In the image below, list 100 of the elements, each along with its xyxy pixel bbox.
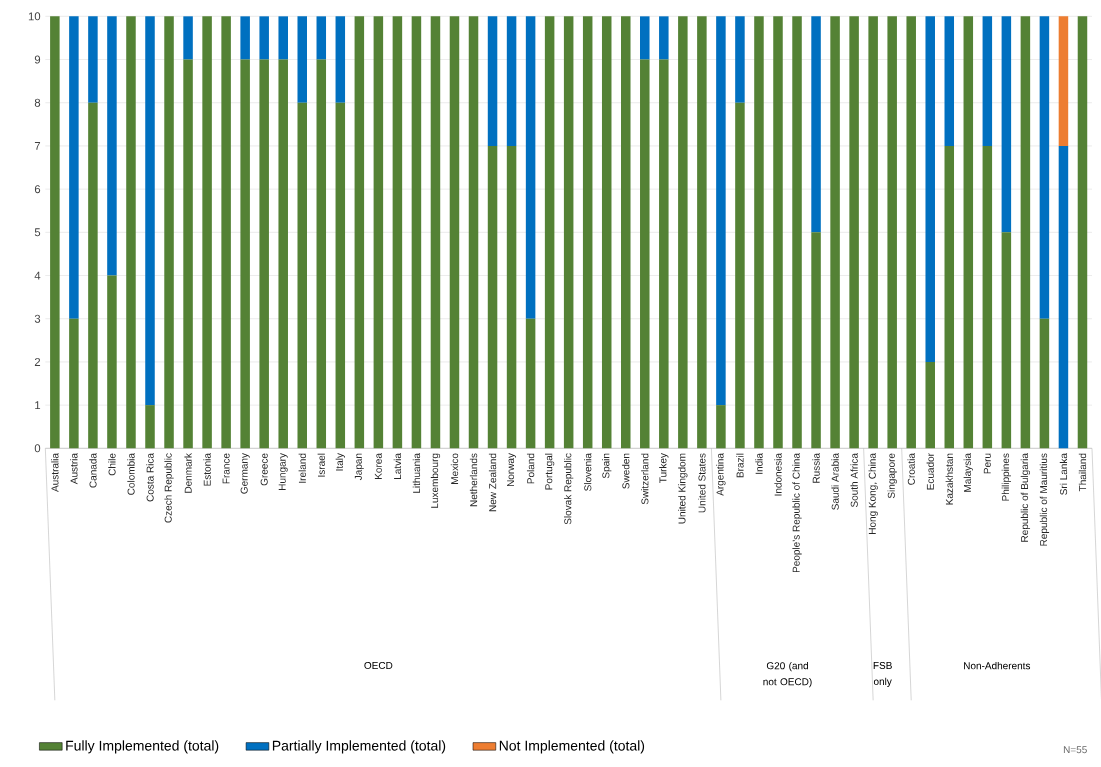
y-tick-label: 4 — [34, 271, 41, 280]
x-tick-label: Canada — [89, 453, 97, 488]
legend-label: Partially Implemented (total) — [272, 740, 446, 754]
y-tick-label: 6 — [34, 185, 41, 194]
legend-label: Not Implemented (total) — [499, 740, 645, 754]
bar — [1058, 16, 1069, 146]
bar — [392, 16, 403, 449]
text: FSB only — [873, 661, 892, 687]
x-tick-label: Mexico — [450, 453, 459, 484]
bar — [278, 59, 288, 449]
bar — [621, 16, 631, 449]
bar — [963, 16, 974, 449]
x-tick-label: Hong Kong, China — [868, 453, 878, 534]
x-tick-label: Ecuador — [926, 453, 934, 490]
bar — [1039, 318, 1050, 449]
bar — [887, 16, 897, 449]
x-tick-label: Republic of Bulgaria — [1020, 453, 1031, 542]
bar — [716, 405, 726, 449]
x-tick-label: Hungary — [278, 453, 288, 491]
bar — [1020, 16, 1031, 449]
x-tick-label: Croatia — [907, 453, 915, 485]
bar — [411, 16, 422, 449]
x-tick-label: Czech Republic — [164, 453, 174, 523]
x-tick-label: Israel — [317, 453, 325, 477]
bar — [145, 405, 155, 449]
bar — [88, 102, 98, 449]
bar — [1077, 16, 1088, 449]
bar — [88, 16, 98, 103]
bar — [468, 16, 479, 449]
x-tick-label: Russia — [812, 453, 820, 483]
y-tick-label: 2 — [34, 357, 41, 366]
bar — [811, 232, 821, 449]
bar — [506, 16, 517, 146]
bar — [525, 16, 536, 319]
bar — [754, 16, 764, 449]
x-tick-label: Austria — [70, 453, 78, 485]
x-tick-label: Kazakhstan — [945, 453, 953, 505]
y-tick-label: 10 — [28, 12, 41, 21]
bar — [678, 16, 688, 449]
text: N=55 — [1063, 746, 1087, 754]
bar — [316, 16, 327, 60]
y-tick-label: 0 — [34, 444, 41, 453]
y-tick-label: 1 — [35, 401, 41, 410]
bar — [240, 16, 250, 60]
x-tick-label: Sri Lanka — [1059, 453, 1068, 495]
x-tick-label: Australia — [51, 453, 59, 492]
bar — [259, 59, 269, 449]
bar — [183, 59, 193, 449]
bar — [773, 16, 783, 449]
bar — [240, 59, 250, 449]
bar — [849, 16, 859, 449]
bar — [145, 16, 155, 406]
x-tick-label: Italy — [335, 453, 345, 471]
bar — [107, 275, 117, 449]
bar — [373, 16, 384, 449]
x-tick-label: Ireland — [298, 453, 306, 483]
x-tick-label: Poland — [526, 453, 535, 484]
bar — [925, 16, 935, 362]
bar — [563, 16, 574, 449]
bar — [716, 16, 726, 406]
bar — [126, 16, 136, 449]
bar — [868, 16, 878, 449]
x-tick-label: Republic of Mauritius — [1039, 453, 1050, 546]
bar — [316, 59, 327, 449]
bar — [944, 16, 955, 146]
x-tick-label: Costa Rica — [146, 453, 154, 502]
bar — [1039, 16, 1050, 319]
x-tick-label: Indonesia — [774, 453, 782, 496]
x-tick-label: New Zealand — [488, 453, 497, 512]
x-tick-label: Latvia — [393, 453, 402, 479]
bar — [506, 145, 517, 449]
bar — [544, 16, 555, 449]
bar — [107, 16, 117, 276]
y-tick-label: 3 — [34, 314, 41, 323]
bar — [69, 16, 79, 319]
x-tick-label: Estonia — [203, 453, 211, 486]
bar — [164, 16, 174, 449]
x-tick-label: Luxembourg — [430, 453, 441, 508]
bar — [792, 16, 802, 449]
x-tick-label: Norway — [507, 453, 517, 487]
bar — [297, 102, 307, 449]
bar — [69, 318, 79, 449]
bar — [925, 361, 935, 449]
bar — [183, 16, 193, 60]
x-tick-label: India — [755, 453, 763, 474]
x-tick-label: Chile — [108, 453, 116, 476]
y-tick-label: 8 — [34, 98, 41, 107]
x-tick-label: Slovak Republic — [564, 453, 574, 525]
x-tick-label: Denmark — [184, 453, 192, 493]
bar — [50, 16, 60, 449]
bar — [487, 145, 498, 449]
bar — [335, 16, 346, 103]
bar — [487, 16, 498, 146]
y-tick-label: 5 — [34, 228, 41, 237]
x-tick-label: Thailand — [1078, 453, 1087, 492]
x-tick-label: Greece — [260, 453, 268, 486]
bar — [830, 16, 840, 449]
x-tick-label: Portugal — [544, 453, 555, 490]
x-tick-label: Spain — [602, 453, 612, 479]
x-tick-label: Sweden — [622, 453, 630, 489]
